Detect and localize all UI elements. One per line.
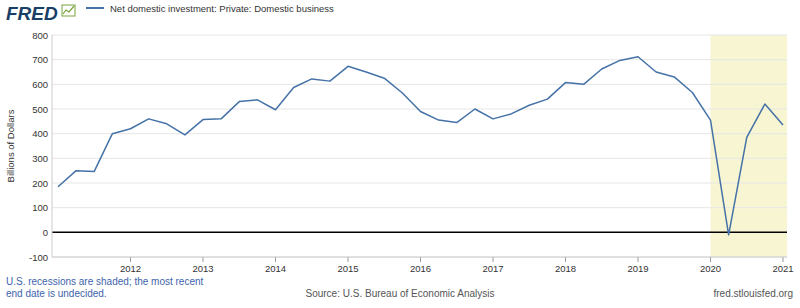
x-tick-label: 2017 [482, 263, 503, 274]
series-group [58, 57, 783, 235]
y-tick-label: 200 [32, 178, 48, 189]
grid-line [52, 84, 787, 85]
x-tick-label: 2013 [192, 263, 213, 274]
y-tick-label: -100 [29, 252, 48, 263]
grid-line [52, 133, 787, 134]
note: end date is undecided. [6, 288, 107, 299]
series-line [58, 57, 783, 235]
x-tick-label: 2014 [265, 263, 286, 274]
legend-swatch [86, 7, 104, 9]
y-tick-label: 300 [32, 153, 48, 164]
x-tick [493, 257, 494, 262]
x-axis [52, 257, 787, 258]
y-tick-label: 600 [32, 79, 48, 90]
x-tick [783, 257, 784, 262]
logo-icon-line [63, 6, 74, 14]
y-tick-label: 100 [32, 202, 48, 213]
logo-icon [62, 5, 75, 16]
y-tick-label: 700 [32, 54, 48, 65]
grid-line [52, 207, 787, 208]
y-tick-label: 500 [32, 104, 48, 115]
y-tick-label: 800 [32, 30, 48, 41]
x-tick [203, 257, 204, 262]
grid-line [52, 158, 787, 159]
x-tick [130, 257, 131, 262]
recession-band [711, 35, 788, 257]
x-tick-label: 2012 [120, 263, 141, 274]
x-tick-label: 2019 [627, 263, 648, 274]
x-tick [638, 257, 639, 262]
y-axis-label: Billions of Dollars [5, 109, 16, 182]
x-tick [348, 257, 349, 262]
source: Source: U.S. Bureau of Economic Analysis [306, 288, 495, 299]
x-tick-label: 2015 [337, 263, 358, 274]
grid-line [52, 109, 787, 110]
y-axis [52, 35, 53, 257]
x-tick-label: 2016 [410, 263, 431, 274]
x-tick [565, 257, 566, 262]
x-tick-label: 2021 [772, 263, 793, 274]
plot-area [52, 35, 787, 257]
x-tick-label: 2020 [700, 263, 721, 274]
grid-line [52, 59, 787, 60]
y-tick-label: 0 [43, 227, 48, 238]
legend-label: Net domestic investment: Private: Domest… [110, 3, 334, 14]
chart: -100 0 100 200 300 400 500 600 700 800 2012 2013 201… [0, 0, 800, 308]
grid-line [52, 257, 787, 258]
x-tick [275, 257, 276, 262]
x-tick [420, 257, 421, 262]
logo: FRED [6, 3, 58, 24]
zero-line [52, 232, 787, 234]
grid-line [52, 35, 787, 36]
note: U.S. recessions are shaded; the most rec… [6, 276, 204, 287]
credit: fred.stlouisfed.org [714, 288, 794, 299]
x-tick-label: 2018 [555, 263, 576, 274]
grid-line [52, 183, 787, 184]
x-tick [710, 257, 711, 262]
y-tick-label: 400 [32, 128, 48, 139]
